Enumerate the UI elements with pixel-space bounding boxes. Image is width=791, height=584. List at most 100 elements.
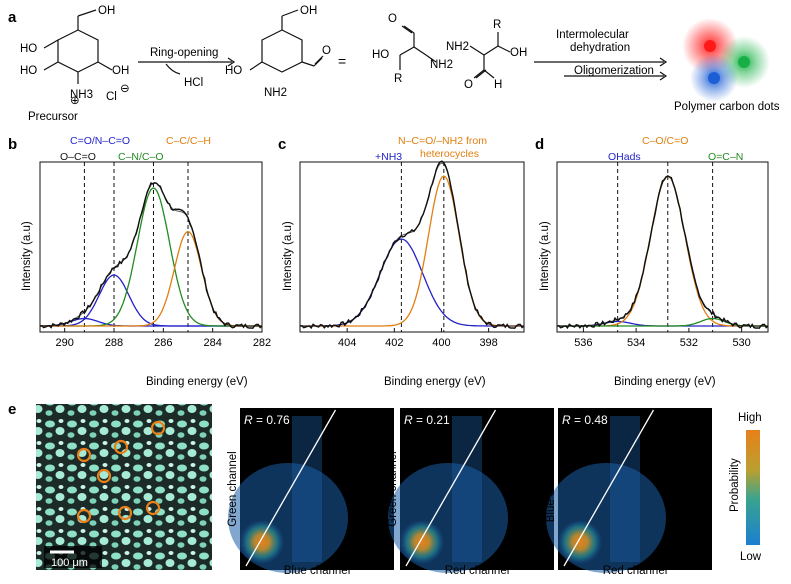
corr-r-value-1: R = 0.21 [404,413,450,427]
annot-d-ocn: O=C–N [708,151,743,163]
component-b-3 [40,230,262,327]
x-tick-label-d-0: 536 [574,337,592,349]
x-tick-label-d-1: 534 [627,337,645,349]
envelope-b [39,182,262,327]
raw-spectrum-d [556,175,769,330]
corr-ylabel-1: Green channel [387,451,399,526]
precursor-label: Precursor [28,111,78,123]
ho-label-4: HO [372,49,389,61]
xlabel-d: Binding energy (eV) [614,376,716,388]
x-tick-label-b-1: 288 [105,337,123,349]
ylabel-b: Intensity (a.u) [21,221,33,291]
carbon-dots-illustration [682,18,770,102]
arrowhead-3 [659,71,668,81]
annot-d-co: C–O/C=O [642,135,688,147]
micrograph-image [36,404,212,570]
xlabel-b: Binding energy (eV) [146,376,248,388]
x-tick-label-b-4: 282 [253,337,271,349]
panel-label-b: b [8,136,17,153]
corr-hotspot-1 [400,520,444,564]
xps-annotations: C=O/N–C=O O–C=O C–N/C–O C–C/C–H +NH3 N–C… [60,135,743,163]
o-label-2: O [388,13,397,25]
corr-plot-2: R = 0.48 Red channel Blue channel [545,408,712,577]
raw-spectrum-c [299,160,525,330]
component-b-2 [40,187,262,327]
corr-xlabel-1: Red channel [445,565,510,577]
colorbar-low-label: Low [740,551,762,563]
corr-band-1 [452,416,482,562]
scheme-text: OH HO HO OH NH3 ⊕ Cl ⊖ Precursor Ring-op… [20,5,780,123]
step1b-label: dehydration [570,42,630,54]
corr-band-0 [292,416,322,562]
xps-panel-o1s: 536 534 532 530 [556,161,769,349]
blue-dot [708,72,720,84]
corr-fit-line-1 [405,409,497,567]
colorbar-gradient [746,430,760,545]
ho-label-2: HO [20,43,37,55]
x-tick-label-d-3: 530 [732,337,750,349]
xps-panel-c1s: 290 288 286 284 282 [39,161,271,349]
hcl-release-arrow [165,63,181,75]
ylabel-d: Intensity (a.u) [539,221,551,291]
plot-frame-b [39,161,263,333]
nh2-label-3: NH2 [446,41,469,53]
x-tick-label-c-0: 404 [338,337,356,349]
corr-r-value-0: R = 0.76 [244,413,290,427]
nh2-label: NH2 [264,87,287,99]
raw-spectrum-b [39,181,263,329]
chloride-charge: ⊖ [120,83,130,95]
corr-fit-line-2 [563,409,655,567]
annot-c-nh3: +NH3 [375,151,402,163]
xps-panel-n1s: 404 402 400 398 [299,160,525,349]
x-tick-label-b-0: 290 [55,337,73,349]
h-label: H [494,79,502,91]
annot-c-amide: N–C=O/–NH2 from [398,135,487,147]
colorbar: High Low Probability [729,412,762,563]
r-label-2: R [493,19,501,31]
corr-fit-line-0 [245,409,337,567]
panel-label-e: e [8,401,16,418]
corr-xlabel-0: Blue channel [284,565,351,577]
ho-label: HO [20,65,37,77]
fluorescence-micrograph: 100 μm [36,404,212,570]
envelope-c [300,162,524,327]
component-b-1 [40,274,262,327]
panel-label-c: c [278,136,286,153]
corr-plot-1: R = 0.21 Red channel Green channel [387,408,554,577]
fragment-2 [469,32,511,79]
annot-b-carbonyl: C=O/N–C=O [70,135,130,147]
fragment-1 [399,25,437,70]
reaction-scheme [43,9,668,84]
annot-b-carboxyl: O–C=O [60,151,96,163]
arrowhead-2 [659,57,668,67]
annot-d-ohads: OHads [608,151,641,163]
oh-label-3: OH [300,5,317,17]
plot-frame-c [299,161,525,333]
envelope-d [557,175,768,327]
green-dot [738,56,750,68]
corr-ylabel-0: Green channel [227,451,239,526]
r-label: R [394,73,402,85]
step1-label: Intermolecular [556,29,629,41]
xlabel-c: Binding energy (eV) [384,376,486,388]
panel-label-a: a [8,9,17,26]
ho-label-3: HO [225,65,242,77]
annot-b-cc: C–C/C–H [166,135,211,147]
scale-bar-label: 100 μm [51,557,88,569]
red-dot [704,40,716,52]
colorbar-high-label: High [738,412,762,424]
micrograph-markers [76,420,166,524]
corr-ylabel-2: Blue channel [545,456,557,523]
x-tick-label-b-3: 284 [203,337,221,349]
equals-sign: = [338,53,346,69]
intermediate-structure [249,9,324,73]
hcl-label: HCl [184,77,203,89]
ylabel-c: Intensity (a.u) [282,221,294,291]
nh3-label: NH3 [70,89,93,101]
o-label-3: O [464,79,473,91]
oh-label-2: OH [112,65,129,77]
step2-label: Oligomerization [574,65,654,77]
